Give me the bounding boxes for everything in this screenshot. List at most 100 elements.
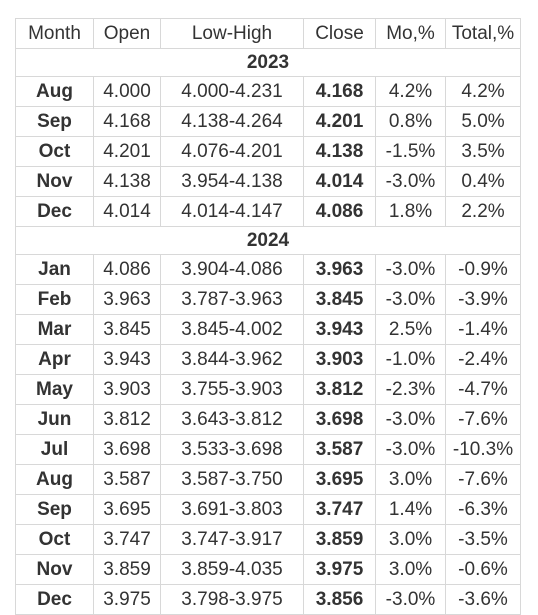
data-row: Feb 3.963 3.787-3.963 3.845 -3.0% -3.9% [15,284,521,315]
low-high-cell: 3.533-3.698 [160,434,304,465]
data-row: Oct 4.201 4.076-4.201 4.138 -1.5% 3.5% [15,136,521,167]
open-cell: 3.845 [93,314,161,345]
open-cell: 3.859 [93,554,161,585]
data-row: Apr 3.943 3.844-3.962 3.903 -1.0% -2.4% [15,344,521,375]
close-cell: 3.859 [303,524,376,555]
open-cell: 4.086 [93,254,161,285]
month-change-cell: 1.4% [375,494,446,525]
low-high-cell: 3.798-3.975 [160,584,304,615]
open-cell: 3.747 [93,524,161,555]
low-high-cell: 4.138-4.264 [160,106,304,137]
month-change-cell: -1.5% [375,136,446,167]
close-cell: 3.975 [303,554,376,585]
month-change-cell: 4.2% [375,76,446,107]
close-cell: 4.138 [303,136,376,167]
open-cell: 4.014 [93,196,161,227]
open-cell: 3.943 [93,344,161,375]
close-cell: 3.812 [303,374,376,405]
month-change-cell: -3.0% [375,284,446,315]
close-cell: 4.014 [303,166,376,197]
total-change-cell: -1.4% [445,314,521,345]
total-change-cell: 2.2% [445,196,521,227]
month-cell: Mar [15,314,94,345]
year-label: 2023 [15,48,521,77]
open-cell: 3.812 [93,404,161,435]
total-change-cell: 4.2% [445,76,521,107]
total-change-cell: -7.6% [445,464,521,495]
data-row: Dec 3.975 3.798-3.975 3.856 -3.0% -3.6% [15,584,521,615]
open-cell: 4.138 [93,166,161,197]
month-change-cell: 3.0% [375,464,446,495]
month-change-cell: -3.0% [375,166,446,197]
data-row: Jun 3.812 3.643-3.812 3.698 -3.0% -7.6% [15,404,521,435]
total-change-cell: -0.9% [445,254,521,285]
total-change-cell: 3.5% [445,136,521,167]
column-header: Total,% [445,18,521,49]
month-cell: Oct [15,136,94,167]
total-change-cell: -2.4% [445,344,521,375]
month-change-cell: 2.5% [375,314,446,345]
low-high-cell: 3.755-3.903 [160,374,304,405]
month-change-cell: 0.8% [375,106,446,137]
close-cell: 3.903 [303,344,376,375]
data-row: Sep 3.695 3.691-3.803 3.747 1.4% -6.3% [15,494,521,525]
month-change-cell: 1.8% [375,196,446,227]
month-cell: Sep [15,494,94,525]
close-cell: 3.963 [303,254,376,285]
total-change-cell: 0.4% [445,166,521,197]
data-row: Nov 3.859 3.859-4.035 3.975 3.0% -0.6% [15,554,521,585]
total-change-cell: -3.9% [445,284,521,315]
open-cell: 3.975 [93,584,161,615]
data-row: Aug 4.000 4.000-4.231 4.168 4.2% 4.2% [15,76,521,107]
low-high-cell: 3.787-3.963 [160,284,304,315]
forecast-table: Month Open Low-High Close Mo,% Total,% 2023 Au… [15,18,521,615]
month-cell: Oct [15,524,94,555]
column-header: Open [93,18,161,49]
month-change-cell: -3.0% [375,584,446,615]
close-cell: 3.695 [303,464,376,495]
month-cell: Feb [15,284,94,315]
low-high-cell: 3.587-3.750 [160,464,304,495]
month-change-cell: 3.0% [375,524,446,555]
close-cell: 3.943 [303,314,376,345]
open-cell: 3.903 [93,374,161,405]
total-change-cell: -3.6% [445,584,521,615]
month-cell: Aug [15,464,94,495]
month-cell: Jun [15,404,94,435]
low-high-cell: 3.844-3.962 [160,344,304,375]
month-cell: Sep [15,106,94,137]
month-cell: Dec [15,196,94,227]
open-cell: 3.698 [93,434,161,465]
month-change-cell: -3.0% [375,434,446,465]
open-cell: 3.963 [93,284,161,315]
data-row: Sep 4.168 4.138-4.264 4.201 0.8% 5.0% [15,106,521,137]
low-high-cell: 3.845-4.002 [160,314,304,345]
total-change-cell: -10.3% [445,434,521,465]
month-change-cell: 3.0% [375,554,446,585]
low-high-cell: 3.904-4.086 [160,254,304,285]
close-cell: 3.587 [303,434,376,465]
low-high-cell: 3.643-3.812 [160,404,304,435]
close-cell: 4.201 [303,106,376,137]
month-cell: Nov [15,554,94,585]
low-high-cell: 3.691-3.803 [160,494,304,525]
low-high-cell: 4.000-4.231 [160,76,304,107]
month-cell: May [15,374,94,405]
data-row: Oct 3.747 3.747-3.917 3.859 3.0% -3.5% [15,524,521,555]
month-change-cell: -3.0% [375,254,446,285]
header-row: Month Open Low-High Close Mo,% Total,% [15,18,521,49]
year-label: 2024 [15,226,521,255]
column-header: Close [303,18,376,49]
open-cell: 3.695 [93,494,161,525]
column-header: Mo,% [375,18,446,49]
low-high-cell: 3.859-4.035 [160,554,304,585]
month-change-cell: -2.3% [375,374,446,405]
close-cell: 4.168 [303,76,376,107]
data-row: Mar 3.845 3.845-4.002 3.943 2.5% -1.4% [15,314,521,345]
year-row: 2023 [15,48,521,77]
open-cell: 4.000 [93,76,161,107]
low-high-cell: 3.747-3.917 [160,524,304,555]
total-change-cell: -7.6% [445,404,521,435]
month-cell: Dec [15,584,94,615]
